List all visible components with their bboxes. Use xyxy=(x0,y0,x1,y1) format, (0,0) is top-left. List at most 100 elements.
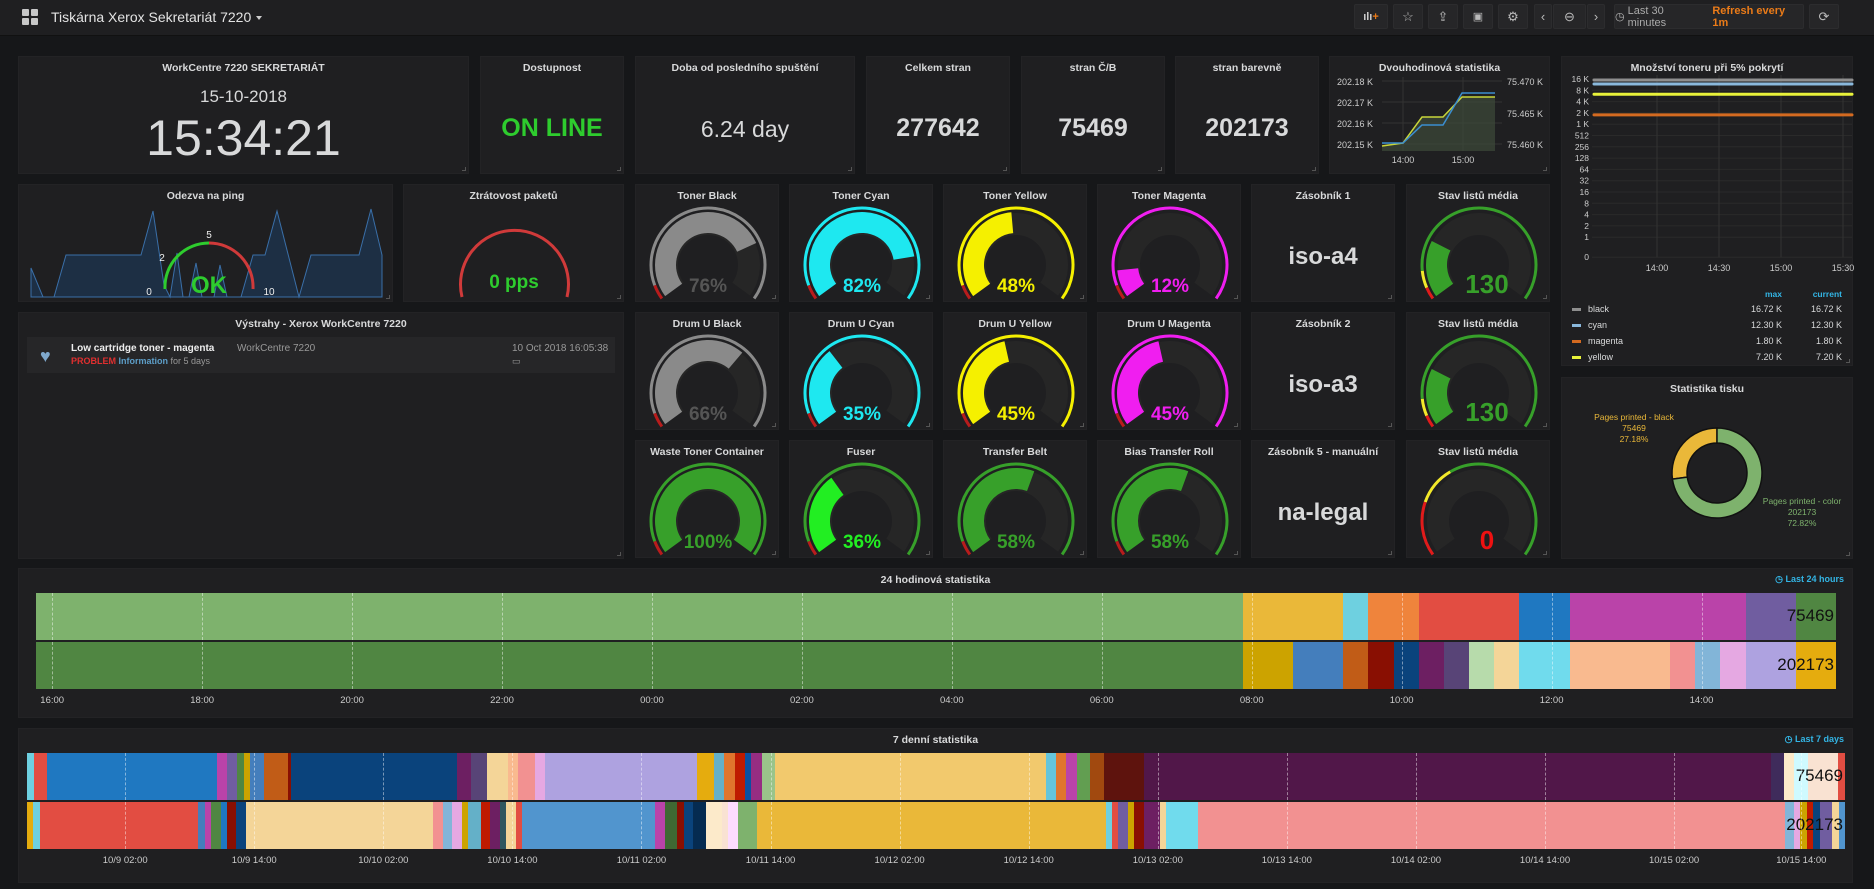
timeline-segment[interactable] xyxy=(452,802,462,849)
timeline-segment[interactable] xyxy=(1197,802,1785,849)
timeline-segment[interactable] xyxy=(705,802,722,849)
pie-slice[interactable] xyxy=(1671,427,1718,480)
timeline-segment[interactable] xyxy=(697,753,715,800)
timeline-segment[interactable] xyxy=(521,802,656,849)
refresh-button[interactable]: ⟳ xyxy=(1809,4,1839,29)
timeline-segment[interactable] xyxy=(1838,802,1845,849)
time-forward-button[interactable]: › xyxy=(1587,4,1605,29)
timeline-segment[interactable] xyxy=(507,753,518,800)
timeline-segment[interactable] xyxy=(1127,802,1135,849)
timeline-segment[interactable] xyxy=(1112,802,1119,849)
timeline-segment[interactable] xyxy=(1806,802,1814,849)
timeline-segment[interactable] xyxy=(1056,753,1067,800)
alert-name[interactable]: Low cartridge toner - magenta xyxy=(71,343,215,354)
timeline-segment[interactable] xyxy=(534,753,545,800)
timeline-segment[interactable] xyxy=(442,802,453,849)
time-picker[interactable]: ◷ Last 30 minutes Refresh every 1m xyxy=(1614,4,1804,29)
timeline-segment[interactable] xyxy=(1118,802,1128,849)
timeline-segment[interactable] xyxy=(1838,753,1846,800)
timeline-segment[interactable] xyxy=(1784,802,1795,849)
timeline-segment[interactable] xyxy=(1519,642,1570,689)
share-button[interactable]: ⇪ xyxy=(1428,4,1458,29)
timeline-segment[interactable] xyxy=(1745,593,1796,640)
timeline-segment[interactable] xyxy=(499,802,507,849)
star-button[interactable]: ☆ xyxy=(1393,4,1423,29)
timeline-segment[interactable] xyxy=(456,753,471,800)
timeline-segment[interactable] xyxy=(1134,802,1144,849)
timeline-segment[interactable] xyxy=(198,802,205,849)
save-button[interactable]: ▣ xyxy=(1463,4,1493,29)
timeline-segment[interactable] xyxy=(1819,802,1833,849)
timeline-segment[interactable] xyxy=(1368,642,1394,689)
timeline-segment[interactable] xyxy=(1800,802,1807,849)
timeline-segment[interactable] xyxy=(1569,642,1671,689)
timeline-segment[interactable] xyxy=(517,753,535,800)
timeline-segment[interactable] xyxy=(1242,642,1293,689)
timeline-segment[interactable] xyxy=(226,802,237,849)
timeline-segment[interactable] xyxy=(1794,753,1808,800)
time-back-button[interactable]: ‹ xyxy=(1534,4,1552,29)
timeline-segment[interactable] xyxy=(1443,642,1469,689)
time-range-badge[interactable]: ◷ Last 24 hours xyxy=(1775,574,1844,585)
timeline-segment[interactable] xyxy=(1569,593,1746,640)
timeline-segment[interactable] xyxy=(487,753,508,800)
legend-max-header[interactable]: max xyxy=(1764,289,1782,299)
timeline-segment[interactable] xyxy=(226,753,237,800)
timeline-segment[interactable] xyxy=(1494,642,1520,689)
legend-item-magenta[interactable]: magenta 1.80 K 1.80 K xyxy=(1572,334,1842,349)
timeline-segment[interactable] xyxy=(655,802,665,849)
timeline-segment[interactable] xyxy=(211,802,221,849)
timeline-segment[interactable] xyxy=(216,753,227,800)
timeline-segment[interactable] xyxy=(1519,593,1570,640)
timeline-segment[interactable] xyxy=(433,802,443,849)
timeline-segment[interactable] xyxy=(236,753,244,800)
timeline-segment[interactable] xyxy=(683,802,694,849)
timeline-segment[interactable] xyxy=(47,753,217,800)
timeline-segment[interactable] xyxy=(287,753,292,800)
timeline-segment[interactable] xyxy=(1368,593,1419,640)
timeline-segment[interactable] xyxy=(744,753,752,800)
timeline-segment[interactable] xyxy=(1159,802,1166,849)
timeline-segment[interactable] xyxy=(1144,753,1771,800)
timeline-segment[interactable] xyxy=(470,753,488,800)
timeline-segment[interactable] xyxy=(461,802,468,849)
timeline-segment[interactable] xyxy=(1046,753,1057,800)
timeline-segment[interactable] xyxy=(515,802,522,849)
timeline-segment[interactable] xyxy=(236,802,246,849)
timeline-segment[interactable] xyxy=(1720,642,1746,689)
timeline-segment[interactable] xyxy=(734,753,745,800)
timeline-segment[interactable] xyxy=(33,802,40,849)
add-panel-button[interactable]: ılı+ xyxy=(1354,4,1388,29)
dashboard-title-dropdown[interactable]: Tiskárna Xerox Sekretariát 7220 xyxy=(51,9,263,25)
legend-current-header[interactable]: current xyxy=(1812,289,1842,299)
timeline-segment[interactable] xyxy=(1418,593,1520,640)
timeline-segment[interactable] xyxy=(1794,802,1801,849)
timeline-segment[interactable] xyxy=(1795,593,1837,640)
timeline-segment[interactable] xyxy=(467,802,481,849)
legend-item-cyan[interactable]: cyan 12.30 K 12.30 K xyxy=(1572,318,1842,333)
timeline-segment[interactable] xyxy=(39,802,199,849)
timeline-segment[interactable] xyxy=(250,753,264,800)
time-range-badge[interactable]: ◷ Last 7 days xyxy=(1785,734,1844,745)
timeline-segment[interactable] xyxy=(27,802,34,849)
timeline-segment[interactable] xyxy=(263,753,288,800)
timeline-segment[interactable] xyxy=(1343,642,1369,689)
timeline-segment[interactable] xyxy=(1066,753,1077,800)
timeline-segment[interactable] xyxy=(1795,642,1837,689)
timeline-segment[interactable] xyxy=(36,593,1243,640)
timeline-segment[interactable] xyxy=(1393,642,1419,689)
timeline-segment[interactable] xyxy=(1468,642,1495,689)
timeline-segment[interactable] xyxy=(728,802,738,849)
timeline-segment[interactable] xyxy=(724,753,735,800)
timeline-segment[interactable] xyxy=(1292,642,1344,689)
timeline-segment[interactable] xyxy=(33,753,48,800)
timeline-segment[interactable] xyxy=(506,802,516,849)
timeline-segment[interactable] xyxy=(480,802,491,849)
timeline-segment[interactable] xyxy=(751,753,762,800)
timeline-segment[interactable] xyxy=(245,802,434,849)
alert-item[interactable]: ♥ Low cartridge toner - magenta PROBLEM … xyxy=(27,337,615,373)
timeline-segment[interactable] xyxy=(1076,753,1091,800)
timeline-segment[interactable] xyxy=(291,753,457,800)
legend-item-yellow[interactable]: yellow 7.20 K 7.20 K xyxy=(1572,350,1842,365)
timeline-segment[interactable] xyxy=(1143,802,1160,849)
